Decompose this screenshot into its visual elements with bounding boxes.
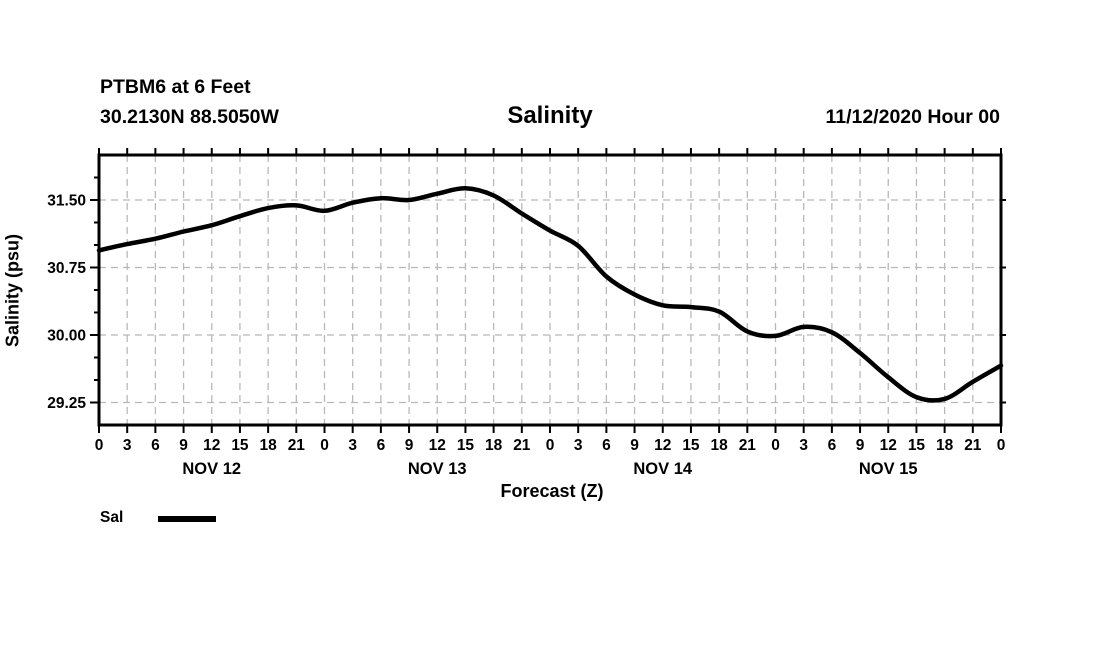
y-tick-label: 29.25 <box>47 395 86 412</box>
y-tick-label: 30.75 <box>47 260 86 277</box>
x-tick-label: 3 <box>348 437 357 454</box>
x-tick-label: 12 <box>429 437 446 454</box>
x-tick-label: 21 <box>513 437 531 454</box>
x-tick-label: 15 <box>457 437 475 454</box>
x-tick-label: 21 <box>964 437 982 454</box>
legend-series-label: Sal <box>100 509 124 526</box>
x-tick-label: 18 <box>485 437 503 454</box>
x-tick-label: 6 <box>828 437 837 454</box>
x-day-label: NOV 12 <box>182 460 241 478</box>
legend-line-swatch <box>158 516 216 522</box>
x-tick-label: 3 <box>574 437 583 454</box>
x-tick-label: 21 <box>288 437 306 454</box>
x-tick-label: 15 <box>682 437 700 454</box>
x-day-label: NOV 15 <box>859 460 918 478</box>
x-tick-label: 21 <box>739 437 757 454</box>
x-tick-label: 9 <box>630 437 639 454</box>
x-tick-label: 6 <box>151 437 160 454</box>
x-tick-label: 18 <box>936 437 954 454</box>
x-tick-label: 0 <box>546 437 555 454</box>
x-axis-title: Forecast (Z) <box>500 481 604 501</box>
x-tick-label: 15 <box>231 437 249 454</box>
salinity-data-line <box>96 186 1004 403</box>
x-tick-label: 0 <box>997 437 1006 454</box>
x-tick-label: 0 <box>95 437 104 454</box>
x-tick-label: 9 <box>405 437 414 454</box>
plot-border <box>97 153 1003 427</box>
x-tick-label: 12 <box>654 437 671 454</box>
x-tick-label: 18 <box>711 437 729 454</box>
y-tick-label: 30.00 <box>47 328 86 345</box>
x-tick-label: 9 <box>179 437 188 454</box>
x-tick-label: 15 <box>908 437 926 454</box>
x-tick-label: 9 <box>856 437 865 454</box>
y-tick-label: 31.50 <box>47 193 86 210</box>
x-tick-label: 6 <box>602 437 611 454</box>
x-tick-label: 3 <box>123 437 132 454</box>
station-name: PTBM6 at 6 Feet <box>100 76 251 98</box>
x-tick-label: 0 <box>320 437 329 454</box>
x-day-label: NOV 13 <box>408 460 467 478</box>
model-run-timestamp: 11/12/2020 Hour 00 <box>825 106 1000 128</box>
station-coordinates: 30.2130N 88.5050W <box>100 106 279 128</box>
x-tick-label: 0 <box>771 437 780 454</box>
x-tick-label: 12 <box>880 437 897 454</box>
page-title: Salinity <box>507 102 593 129</box>
x-tick-label: 18 <box>260 437 278 454</box>
y-axis-title: Salinity (psu) <box>2 234 23 348</box>
x-day-label: NOV 14 <box>633 460 693 478</box>
x-tick-label: 12 <box>203 437 220 454</box>
x-tick-label: 6 <box>377 437 386 454</box>
x-tick-label: 3 <box>799 437 808 454</box>
